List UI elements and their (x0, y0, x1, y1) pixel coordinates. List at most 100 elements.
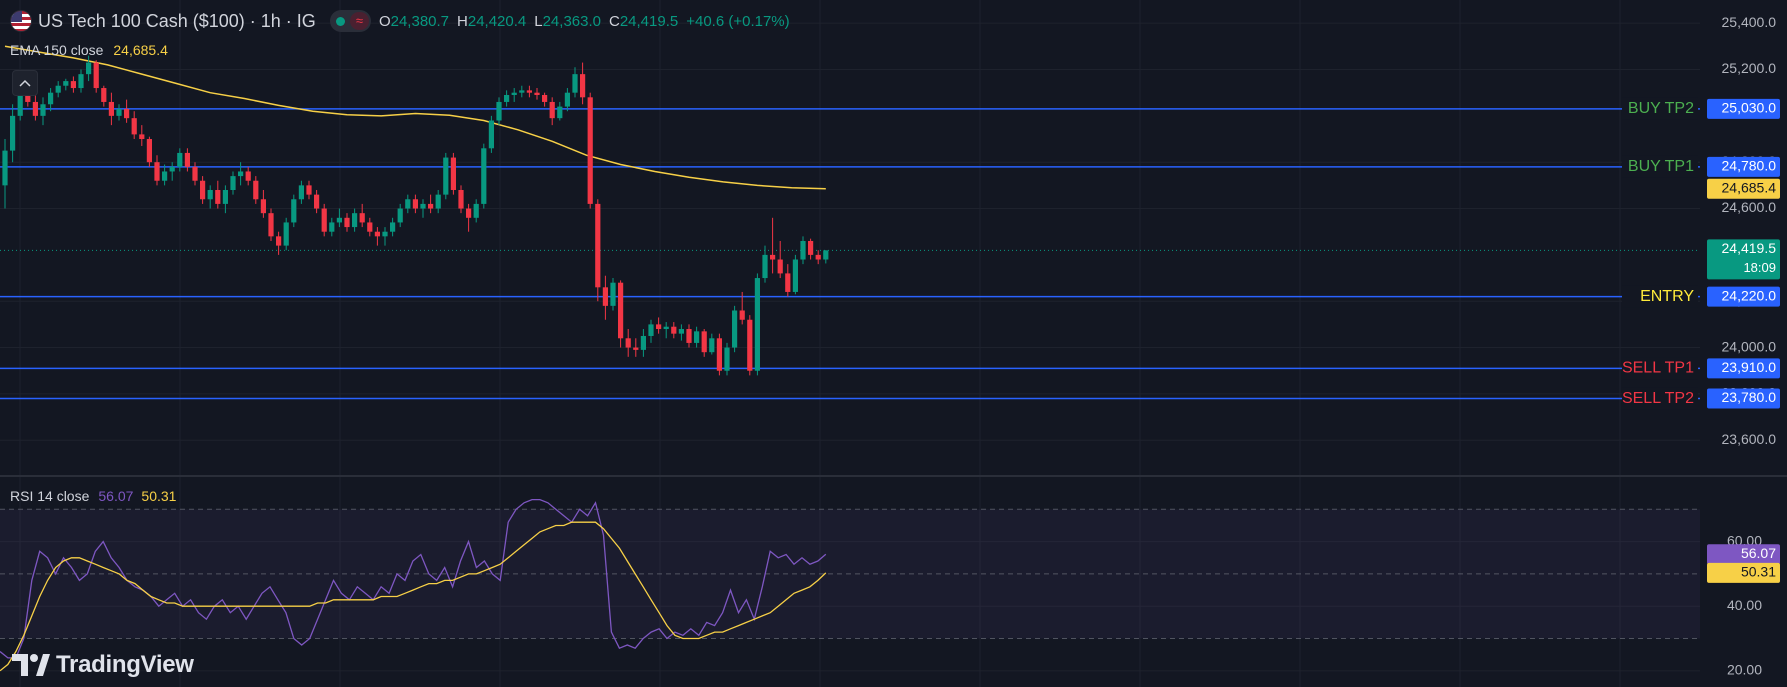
level-name-label: SELL TP2 (1622, 390, 1694, 407)
ohlc-close-value: 24,419.5 (619, 12, 679, 30)
candle-body (762, 254, 768, 279)
candle-body (580, 74, 586, 98)
candle-body (557, 106, 563, 119)
candle-body (686, 329, 692, 343)
candle-body (739, 310, 745, 320)
ohlc-low-value: 24,363.0 (542, 12, 601, 30)
candle-body (405, 199, 411, 209)
ema-price-badge: 24,685.4 (1722, 179, 1777, 195)
candle-body (2, 150, 8, 186)
candle-body (496, 101, 502, 121)
ema-legend-label: EMA 150 close (10, 42, 104, 58)
collapse-legend-button[interactable] (12, 70, 38, 96)
ema-legend[interactable]: EMA 150 close 24,685.4 (10, 42, 168, 58)
candle-body (564, 92, 570, 107)
level-labels: BUY TP2 BUY TP1 ENTRY SELL TP1 SELL TP2 (1622, 97, 1698, 410)
candle-body (648, 324, 654, 336)
rsi-legend[interactable]: RSI 14 close 56.07 50.31 (10, 488, 176, 504)
candle-body (32, 101, 38, 116)
ohlc-close: C24,419.5 (609, 13, 678, 30)
candle-body (724, 347, 730, 371)
tradingview-logo[interactable]: TradingView (12, 651, 194, 679)
rsi-ma-line (0, 521, 827, 672)
candle-body (466, 208, 472, 218)
candle-body (443, 157, 449, 195)
symbol-legend: US Tech 100 Cash ($100) · 1h · IG ≈ O 24,… (10, 8, 798, 34)
candle-body (587, 97, 593, 204)
candle-body (291, 199, 297, 223)
candle-body (694, 331, 700, 343)
tradingview-wordmark: TradingView (56, 651, 194, 678)
candle-body (610, 282, 616, 306)
candle-body (428, 203, 434, 209)
level-name-label: BUY TP2 (1628, 100, 1694, 117)
candle-body (792, 259, 798, 292)
level-name-bg (1622, 155, 1698, 178)
candle-body (412, 199, 418, 209)
ohlc-open-label: O (378, 12, 391, 30)
market-open-dot-icon (335, 16, 345, 26)
ema-price-badge-bg (1707, 178, 1780, 199)
candle-body (671, 326, 677, 334)
candle-body (458, 190, 464, 209)
candle-body (207, 190, 213, 200)
candle-body (131, 118, 137, 135)
rsi-tick-label: 40.00 (1727, 597, 1762, 613)
candle-body (504, 95, 510, 102)
rsi-ma-legend-value: 50.31 (141, 488, 177, 504)
level-name-bg (1622, 97, 1698, 120)
chevron-up-icon (19, 79, 31, 87)
candle-body (298, 185, 304, 200)
last-price-label: 24,419.5 (1722, 240, 1777, 256)
candle-body (184, 152, 190, 167)
candle-body (450, 157, 456, 190)
candle-body (823, 250, 829, 260)
rsi-ma-value-badge-bg (1707, 562, 1780, 583)
candle-body (169, 166, 175, 172)
symbol-title[interactable]: US Tech 100 Cash ($100) · 1h · IG (38, 10, 316, 31)
rsi-legend-label: RSI 14 close (10, 488, 90, 504)
level-name-label: BUY TP1 (1628, 158, 1694, 175)
ema-legend-value: 24,685.4 (113, 42, 168, 58)
ohlc-high-value: 24,420.4 (467, 12, 527, 30)
level-price-badge-bg (1707, 358, 1780, 379)
rsi-value-badge-bg (1707, 544, 1780, 565)
candle-body (602, 287, 608, 306)
price-axis[interactable]: 25,400.025,200.024,800.024,600.024,200.0… (1707, 14, 1780, 678)
level-name-label: SELL TP1 (1622, 360, 1694, 377)
candle-body (808, 240, 814, 255)
price-tick-label: 25,400.0 (1722, 14, 1777, 30)
candle-body (78, 74, 84, 89)
rsi-tick-label: 20.00 (1727, 662, 1762, 678)
ohlc-change: +40.6 (+0.17%) (686, 12, 790, 30)
level-price-badge-bg (1707, 156, 1780, 177)
candle-body (777, 259, 783, 274)
candle-body (382, 231, 388, 237)
candle-body (815, 254, 821, 260)
candle-body (86, 62, 92, 75)
candle-body (572, 74, 578, 93)
candle-body (40, 104, 46, 116)
market-status-pill[interactable]: ≈ (329, 10, 371, 32)
ohlc-high-label: H (457, 12, 468, 30)
candle-body (192, 166, 198, 181)
tradingview-logo-icon (12, 654, 50, 676)
level-price-badge-bg (1707, 388, 1780, 409)
candle-body (215, 190, 221, 204)
candle-body (367, 222, 373, 232)
ohlc-low-label: L (534, 12, 543, 30)
candle-body (17, 92, 23, 116)
candle-body (754, 278, 760, 371)
rsi-legend-value: 56.07 (98, 488, 134, 504)
level-price-badge: 24,220.0 (1722, 287, 1777, 303)
candle-body (549, 101, 555, 119)
candle-body (770, 254, 776, 260)
candle-body (177, 152, 183, 167)
price-tick-label: 24,600.0 (1722, 199, 1777, 215)
level-name-label: ENTRY (1640, 288, 1694, 305)
candle-body (633, 347, 639, 350)
trade-level-lines[interactable] (0, 108, 1700, 400)
candle-body (488, 120, 494, 149)
candlestick-series (2, 55, 829, 376)
